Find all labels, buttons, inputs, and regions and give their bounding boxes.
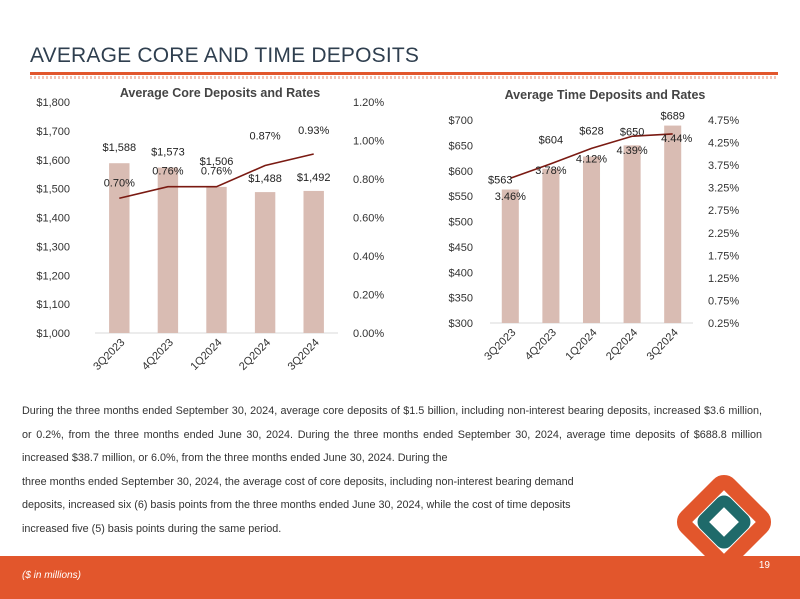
left-axis-tick-label: $1,600 — [36, 155, 70, 167]
left-axis-tick-label: $650 — [449, 140, 473, 152]
x-axis-category-label: 3Q2024 — [286, 337, 322, 373]
body-line: increased five (5) basis points during t… — [22, 522, 282, 535]
bar — [542, 168, 560, 323]
body-paragraph: During the three months ended September … — [22, 405, 762, 464]
bar — [254, 192, 276, 333]
footer-bar — [0, 556, 800, 599]
right-axis-tick-label: 0.40% — [353, 251, 384, 263]
core-deposits-chart: Average Core Deposits and Rates $1,000 $1,… — [36, 86, 384, 373]
left-axis-tick-label: $400 — [449, 267, 473, 279]
right-axis-tick-label: 3.25% — [708, 183, 739, 195]
rate-label: 4.44% — [661, 133, 692, 145]
left-axis-tick-label: $550 — [449, 191, 473, 203]
right-axis-tick-label: 1.75% — [708, 250, 739, 262]
bar-value-label: $604 — [539, 135, 563, 147]
bar — [109, 163, 130, 333]
x-axis-category-label: 1Q2024 — [563, 327, 599, 363]
slide-title: AVERAGE CORE AND TIME DEPOSITS — [30, 44, 420, 67]
bar — [501, 189, 519, 323]
bar — [664, 125, 682, 323]
right-axis-tick-label: 2.25% — [708, 228, 739, 240]
company-logo — [676, 474, 772, 570]
bar-value-label: $563 — [488, 175, 512, 187]
footnote: ($ in millions) — [22, 570, 81, 581]
chart-title: Average Core Deposits and Rates — [120, 86, 320, 100]
right-axis-tick-label: 0.75% — [708, 295, 739, 307]
right-axis-tick-label: 1.20% — [353, 97, 384, 109]
bar — [623, 145, 641, 323]
right-axis-tick-label: 0.00% — [353, 328, 384, 340]
left-axis-tick-label: $1,000 — [36, 328, 70, 340]
right-axis-tick-label: 1.25% — [708, 273, 739, 285]
bar-value-label: $1,506 — [200, 156, 234, 168]
left-axis-tick-label: $450 — [449, 242, 473, 254]
bar-value-label: $1,492 — [297, 172, 331, 184]
left-axis-tick-label: $600 — [449, 166, 473, 178]
x-axis-category-label: 3Q2023 — [482, 327, 518, 363]
rate-label: 0.87% — [249, 131, 280, 143]
right-axis-tick-label: 0.80% — [353, 174, 384, 186]
logo-outer-diamond — [676, 474, 772, 570]
bar-value-label: $1,488 — [248, 173, 282, 185]
chart-title: Average Time Deposits and Rates — [505, 88, 706, 102]
time-deposits-chart: Average Time Deposits and Rates $300 $350 $… — [449, 88, 740, 363]
right-axis-tick-label: 0.25% — [708, 318, 739, 330]
rate-line — [119, 153, 314, 200]
x-axis-category-label: 2Q2024 — [237, 337, 273, 373]
x-axis-category-label: 3Q2023 — [91, 337, 127, 373]
title-rule — [30, 72, 778, 79]
bar — [303, 190, 324, 333]
page-number: 19 — [758, 560, 770, 571]
rate-label: 3.46% — [495, 191, 526, 203]
body-line: three months ended September 30, 2024, t… — [22, 475, 574, 488]
x-axis-category-label: 2Q2024 — [604, 327, 640, 363]
bar-value-label: $628 — [579, 126, 603, 138]
right-axis-tick-label: 4.25% — [708, 138, 739, 150]
body-text: During the three months ended September … — [22, 400, 762, 541]
left-axis-tick-label: $1,200 — [36, 270, 70, 282]
bar-value-label: $650 — [620, 126, 644, 138]
rate-label: 0.76% — [152, 166, 183, 178]
rate-label: 4.12% — [576, 153, 607, 165]
right-axis-tick-label: 4.75% — [708, 115, 739, 127]
right-axis-tick-label: 0.60% — [353, 213, 384, 225]
bar-value-label: $1,573 — [151, 147, 185, 159]
left-axis-tick-label: $500 — [449, 217, 473, 229]
x-axis-category-label: 4Q2023 — [140, 337, 176, 373]
rate-label: 3.78% — [535, 165, 566, 177]
left-axis-tick-label: $1,100 — [36, 299, 70, 311]
rate-label: 0.93% — [298, 125, 329, 137]
x-axis-category-label: 3Q2024 — [645, 327, 681, 363]
right-axis-tick-label: 0.20% — [353, 290, 384, 302]
left-axis-tick-label: $300 — [449, 318, 473, 330]
right-axis-tick-label: 1.00% — [353, 136, 384, 148]
bar-value-label: $1,588 — [102, 142, 136, 154]
left-axis-tick-label: $350 — [449, 293, 473, 305]
right-axis-tick-label: 2.75% — [708, 205, 739, 217]
rate-line — [510, 133, 673, 179]
rate-label: 0.76% — [201, 166, 232, 178]
body-line: deposits, increased six (6) basis points… — [22, 499, 571, 511]
bar-value-label: $689 — [660, 111, 684, 123]
rate-label: 4.39% — [616, 145, 647, 157]
rate-label: 0.70% — [104, 177, 135, 189]
x-axis-category-label: 1Q2024 — [188, 337, 224, 373]
x-axis-category-label: 4Q2023 — [523, 327, 559, 363]
left-axis-tick-label: $1,300 — [36, 241, 70, 253]
left-axis-tick-label: $1,400 — [36, 213, 70, 225]
bar — [582, 156, 601, 323]
right-axis-tick-label: 3.75% — [708, 160, 739, 172]
left-axis-tick-label: $1,500 — [36, 184, 70, 196]
left-axis-tick-label: $1,800 — [36, 97, 70, 109]
bar — [157, 167, 179, 333]
logo-inner-diamond — [697, 495, 751, 549]
left-axis-tick-label: $700 — [449, 115, 473, 127]
bar — [206, 186, 227, 333]
left-axis-tick-label: $1,700 — [36, 126, 70, 138]
